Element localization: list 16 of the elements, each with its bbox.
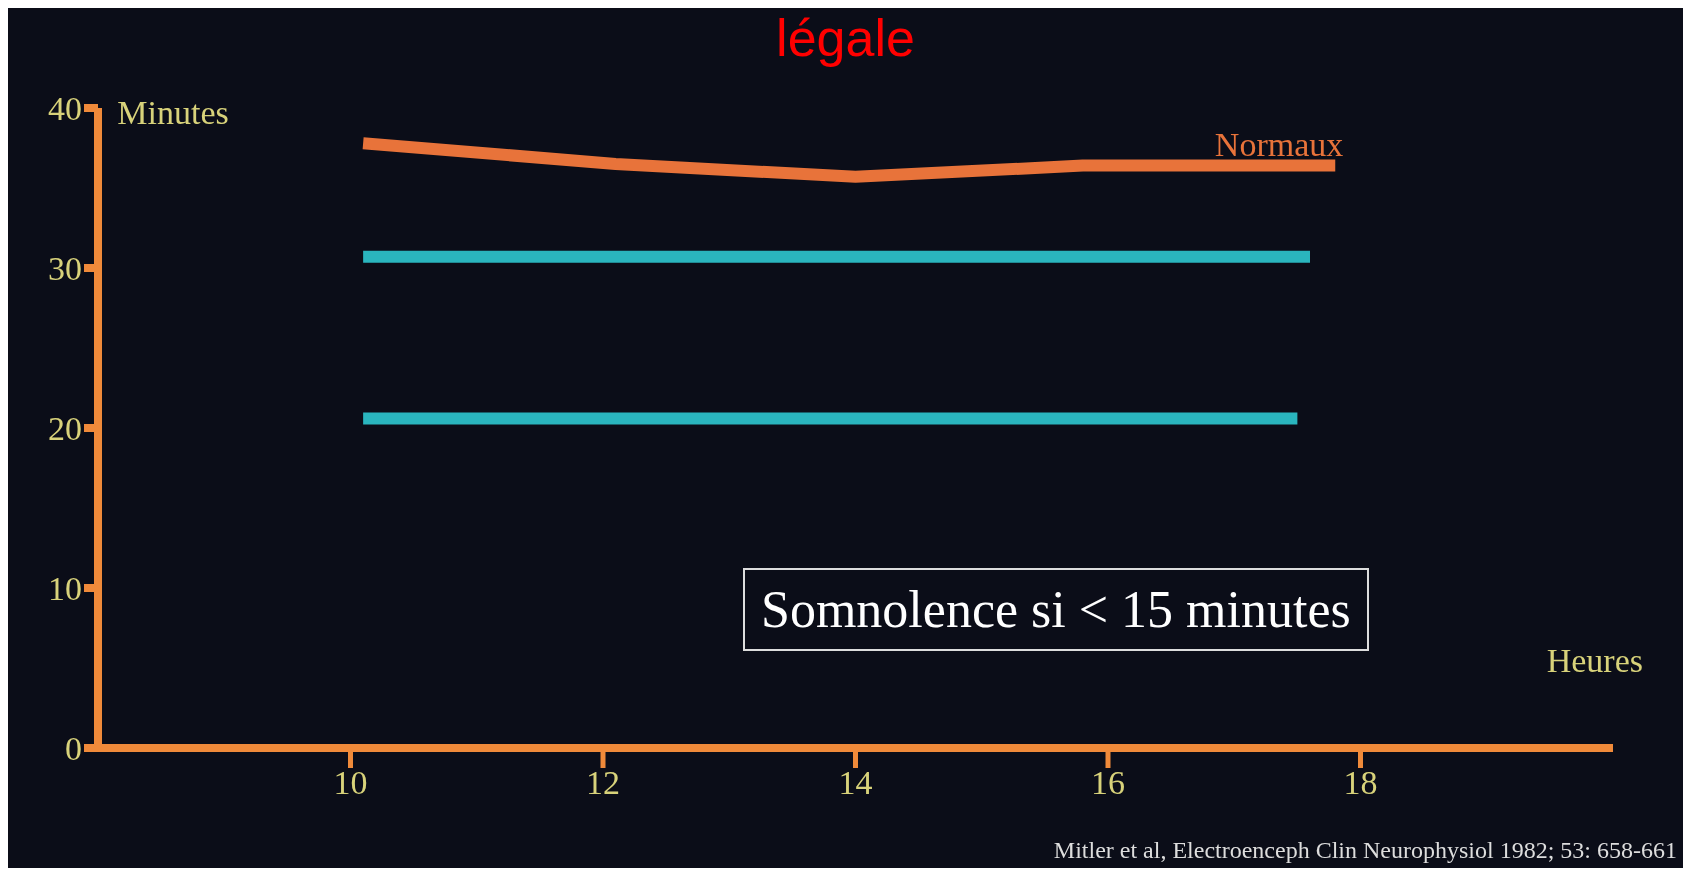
- annotation: Somnolence si < 15 minutes: [743, 568, 1369, 651]
- x-tick-label: 12: [586, 764, 620, 802]
- x-tick-label: 18: [1343, 764, 1378, 802]
- x-tick-label: 10: [333, 764, 368, 802]
- y-tick-label: 20: [48, 410, 82, 448]
- x-tick-label: 16: [1091, 764, 1125, 802]
- y-tick-label: 40: [48, 90, 82, 128]
- text: Mitler et al, Electroenceph Clin Neurophysiol 1982; 53: 658-661: [1053, 837, 1677, 864]
- y-axis-title: Minutes: [117, 94, 229, 131]
- series-label: Normaux: [1214, 125, 1344, 163]
- x-axis-title: Heures: [1546, 642, 1643, 680]
- x-tick-label: 14: [838, 764, 873, 802]
- chart-title: légale: [775, 8, 916, 68]
- y-tick-label: 10: [48, 570, 82, 608]
- y-tick-label: 0: [65, 730, 82, 768]
- y-tick-label: 30: [48, 250, 82, 288]
